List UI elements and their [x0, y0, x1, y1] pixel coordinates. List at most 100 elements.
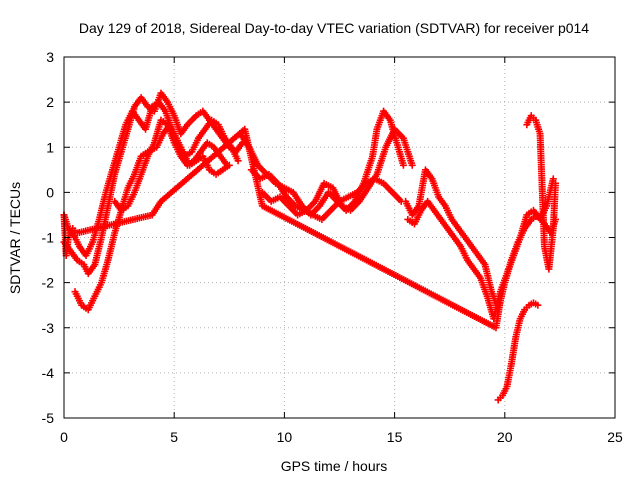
data-point-trace — [516, 317, 524, 325]
data-point-trace — [309, 199, 317, 207]
data-point-trace — [129, 191, 137, 199]
data-point-trace — [103, 258, 111, 266]
x-tick-label: 0 — [60, 429, 68, 445]
x-tick-label: 5 — [170, 429, 178, 445]
data-point-trace — [325, 208, 333, 216]
data-point-trace — [143, 155, 151, 163]
series-track-b — [60, 98, 242, 260]
data-point-trace — [342, 194, 350, 202]
data-point-trace — [496, 394, 504, 402]
data-point-trace — [469, 263, 477, 271]
data-point-trace — [96, 281, 104, 289]
data-point-trace — [134, 114, 142, 122]
y-tick-label: -5 — [42, 410, 55, 426]
data-point-trace — [502, 385, 510, 393]
data-point-trace — [442, 223, 450, 231]
data-point-trace — [387, 187, 395, 195]
y-axis-label: SDTVAR / TECUs — [7, 182, 23, 294]
data-point-trace — [200, 127, 208, 135]
data-point-trace — [529, 114, 537, 122]
data-point-trace — [212, 119, 220, 127]
data-point-trace — [97, 236, 105, 244]
data-point-trace — [216, 167, 224, 175]
data-point-trace — [204, 164, 212, 172]
data-point-trace — [77, 299, 85, 307]
data-point-trace — [551, 182, 559, 190]
data-point-trace — [523, 303, 531, 311]
data-point-trace — [507, 362, 515, 370]
data-point-trace — [522, 213, 530, 221]
y-tick-label: -4 — [42, 365, 55, 381]
data-point-trace — [71, 227, 79, 235]
data-point-trace — [392, 136, 400, 144]
data-point-trace — [407, 159, 415, 167]
data-point-trace — [473, 250, 481, 258]
data-point-trace — [462, 254, 470, 262]
x-tick-label: 10 — [277, 429, 293, 445]
y-tick-label: -2 — [42, 275, 55, 291]
data-point-trace — [496, 290, 504, 298]
data-point-trace — [427, 173, 435, 181]
data-point-trace — [208, 142, 216, 150]
data-point-trace — [169, 136, 177, 144]
data-point-trace — [337, 200, 345, 208]
x-tick-label: 25 — [607, 429, 623, 445]
x-axis-label: GPS time / hours — [281, 458, 388, 474]
data-point-trace — [300, 208, 308, 216]
series-track-i — [404, 175, 557, 323]
data-point-trace — [190, 113, 198, 121]
data-point-trace — [272, 178, 280, 186]
x-tick-label: 15 — [387, 429, 403, 445]
data-point-trace — [290, 200, 298, 208]
data-point-trace — [169, 109, 177, 117]
data-point-trace — [281, 191, 289, 199]
data-point-trace — [122, 203, 130, 211]
data-point-trace — [314, 204, 322, 212]
chart-title: Day 129 of 2018, Sidereal Day-to-day VTE… — [79, 20, 589, 36]
data-point-trace — [511, 335, 519, 343]
series-track-d — [111, 116, 231, 214]
data-point-trace — [149, 141, 157, 149]
data-point-trace — [434, 191, 442, 199]
data-point-trace — [162, 96, 170, 104]
data-point-trace — [327, 183, 335, 191]
data-point-trace — [455, 241, 463, 249]
data-point-trace — [436, 214, 444, 222]
y-tick-label: 1 — [46, 139, 54, 155]
data-point-trace — [416, 209, 424, 217]
data-point-trace — [182, 122, 190, 130]
data-point-trace — [78, 259, 86, 267]
data-point-trace — [429, 205, 437, 213]
data-point-trace — [440, 200, 448, 208]
data-point-trace — [142, 101, 150, 109]
data-point-trace — [114, 146, 122, 154]
series-track-g — [258, 125, 416, 219]
data-points — [60, 89, 559, 404]
series-track-j — [494, 299, 542, 404]
y-tick-label: -3 — [42, 320, 55, 336]
data-point-trace — [136, 173, 144, 181]
data-point-trace — [377, 178, 385, 186]
y-tick-label: 0 — [46, 184, 54, 200]
data-point-trace — [110, 231, 118, 239]
data-point-trace — [253, 159, 261, 167]
data-point-trace — [535, 127, 543, 135]
data-point-trace — [233, 155, 241, 163]
series-track-k — [523, 112, 559, 273]
data-point-trace — [487, 285, 495, 293]
data-point-trace — [475, 272, 483, 280]
data-point-trace — [204, 114, 212, 122]
data-point-trace — [220, 132, 228, 140]
data-point-trace — [95, 218, 103, 226]
data-point-trace — [480, 259, 488, 267]
data-point-trace — [101, 191, 109, 199]
data-point-trace — [176, 150, 184, 158]
data-point-trace — [509, 254, 517, 262]
data-point-trace — [414, 204, 422, 212]
y-tick-labels: -5 -4 -3 -2 -1 0 1 2 3 — [42, 49, 55, 426]
data-point-trace — [283, 200, 291, 208]
data-point-trace — [123, 186, 131, 194]
series-track-l — [60, 125, 504, 332]
data-point-trace — [398, 132, 406, 140]
data-point-trace — [372, 172, 380, 180]
